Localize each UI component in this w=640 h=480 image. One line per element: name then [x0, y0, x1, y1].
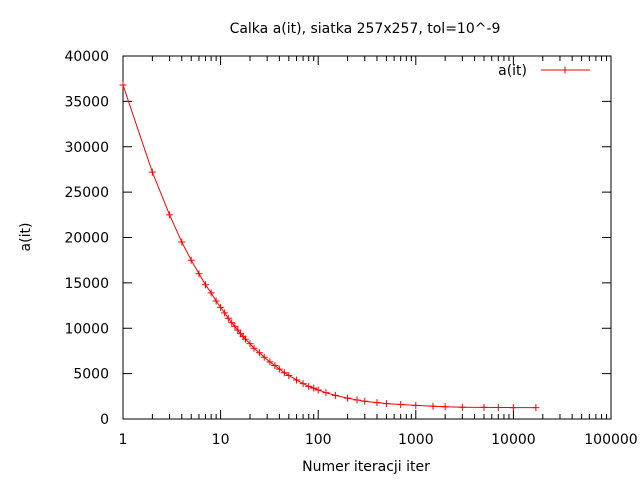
data-point	[382, 400, 390, 408]
data-point	[353, 396, 361, 404]
data-point	[285, 371, 293, 379]
data-point	[212, 297, 220, 305]
y-tick-label: 30000	[64, 140, 109, 156]
x-tick-label: 1	[119, 432, 128, 448]
y-tick-label: 35000	[64, 94, 109, 110]
y-tick-label: 20000	[64, 231, 109, 247]
data-point	[221, 309, 229, 317]
data-point	[246, 340, 254, 348]
chart-title: Calka a(it), siatka 257x257, tol=10^-9	[230, 21, 501, 37]
data-point	[207, 289, 215, 297]
plot-frame	[122, 55, 612, 420]
y-tick-label: 25000	[64, 185, 109, 201]
data-point	[119, 81, 127, 89]
legend: a(it)	[498, 63, 590, 79]
data-point	[228, 319, 236, 327]
y-axis-label: a(it)	[18, 223, 34, 252]
data-point	[293, 376, 301, 384]
data-point	[195, 270, 203, 278]
data-point	[187, 256, 195, 264]
data-point	[201, 281, 209, 289]
y-tick-label: 40000	[64, 49, 109, 65]
data-point	[412, 401, 420, 409]
data-point	[217, 303, 225, 311]
x-tick-label: 100000	[584, 432, 637, 448]
legend-marker-sample	[561, 66, 569, 74]
data-point	[250, 344, 258, 352]
x-tick-label: 10000	[491, 432, 536, 448]
data-point	[441, 403, 449, 411]
data-point	[397, 400, 405, 408]
data-point	[260, 353, 268, 361]
series-layer	[119, 81, 540, 412]
data-point	[166, 211, 174, 219]
data-point	[231, 322, 239, 330]
data-point	[255, 349, 263, 357]
data-point	[305, 382, 313, 390]
data-point	[299, 380, 307, 388]
y-tick-label: 10000	[64, 321, 109, 337]
data-point	[266, 358, 274, 366]
data-point	[494, 403, 502, 411]
y-tick-label: 15000	[64, 276, 109, 292]
data-point	[322, 389, 330, 397]
data-point	[148, 168, 156, 176]
data-point	[373, 399, 381, 407]
data-point	[271, 361, 279, 369]
y-axis-ticks: 0 5000 10000 15000 20000 25000 30000 35000 40000	[64, 49, 611, 428]
data-point	[509, 404, 517, 412]
data-point	[480, 403, 488, 411]
y-tick-label: 0	[100, 412, 109, 428]
data-point	[314, 386, 322, 394]
x-axis-label: Numer iteracji iter	[302, 459, 430, 475]
y-tick-label: 5000	[73, 367, 109, 383]
legend-label: a(it)	[498, 63, 527, 79]
data-point	[361, 397, 369, 405]
data-point	[532, 404, 540, 412]
data-point	[429, 402, 437, 410]
x-tick-label: 1000	[398, 432, 434, 448]
data-point	[458, 403, 466, 411]
data-point	[331, 391, 339, 399]
data-point	[344, 394, 352, 402]
data-point	[275, 365, 283, 373]
data-point	[224, 314, 232, 322]
x-tick-label: 10	[212, 432, 230, 448]
data-point	[242, 335, 250, 343]
x-tick-label: 100	[305, 432, 332, 448]
data-point	[234, 326, 242, 334]
data-point	[310, 384, 318, 392]
data-point	[178, 238, 186, 246]
x-axis-ticks: 1 10 100 1000 10000 100000	[119, 56, 638, 448]
data-point	[280, 369, 288, 377]
series-line	[122, 84, 536, 409]
